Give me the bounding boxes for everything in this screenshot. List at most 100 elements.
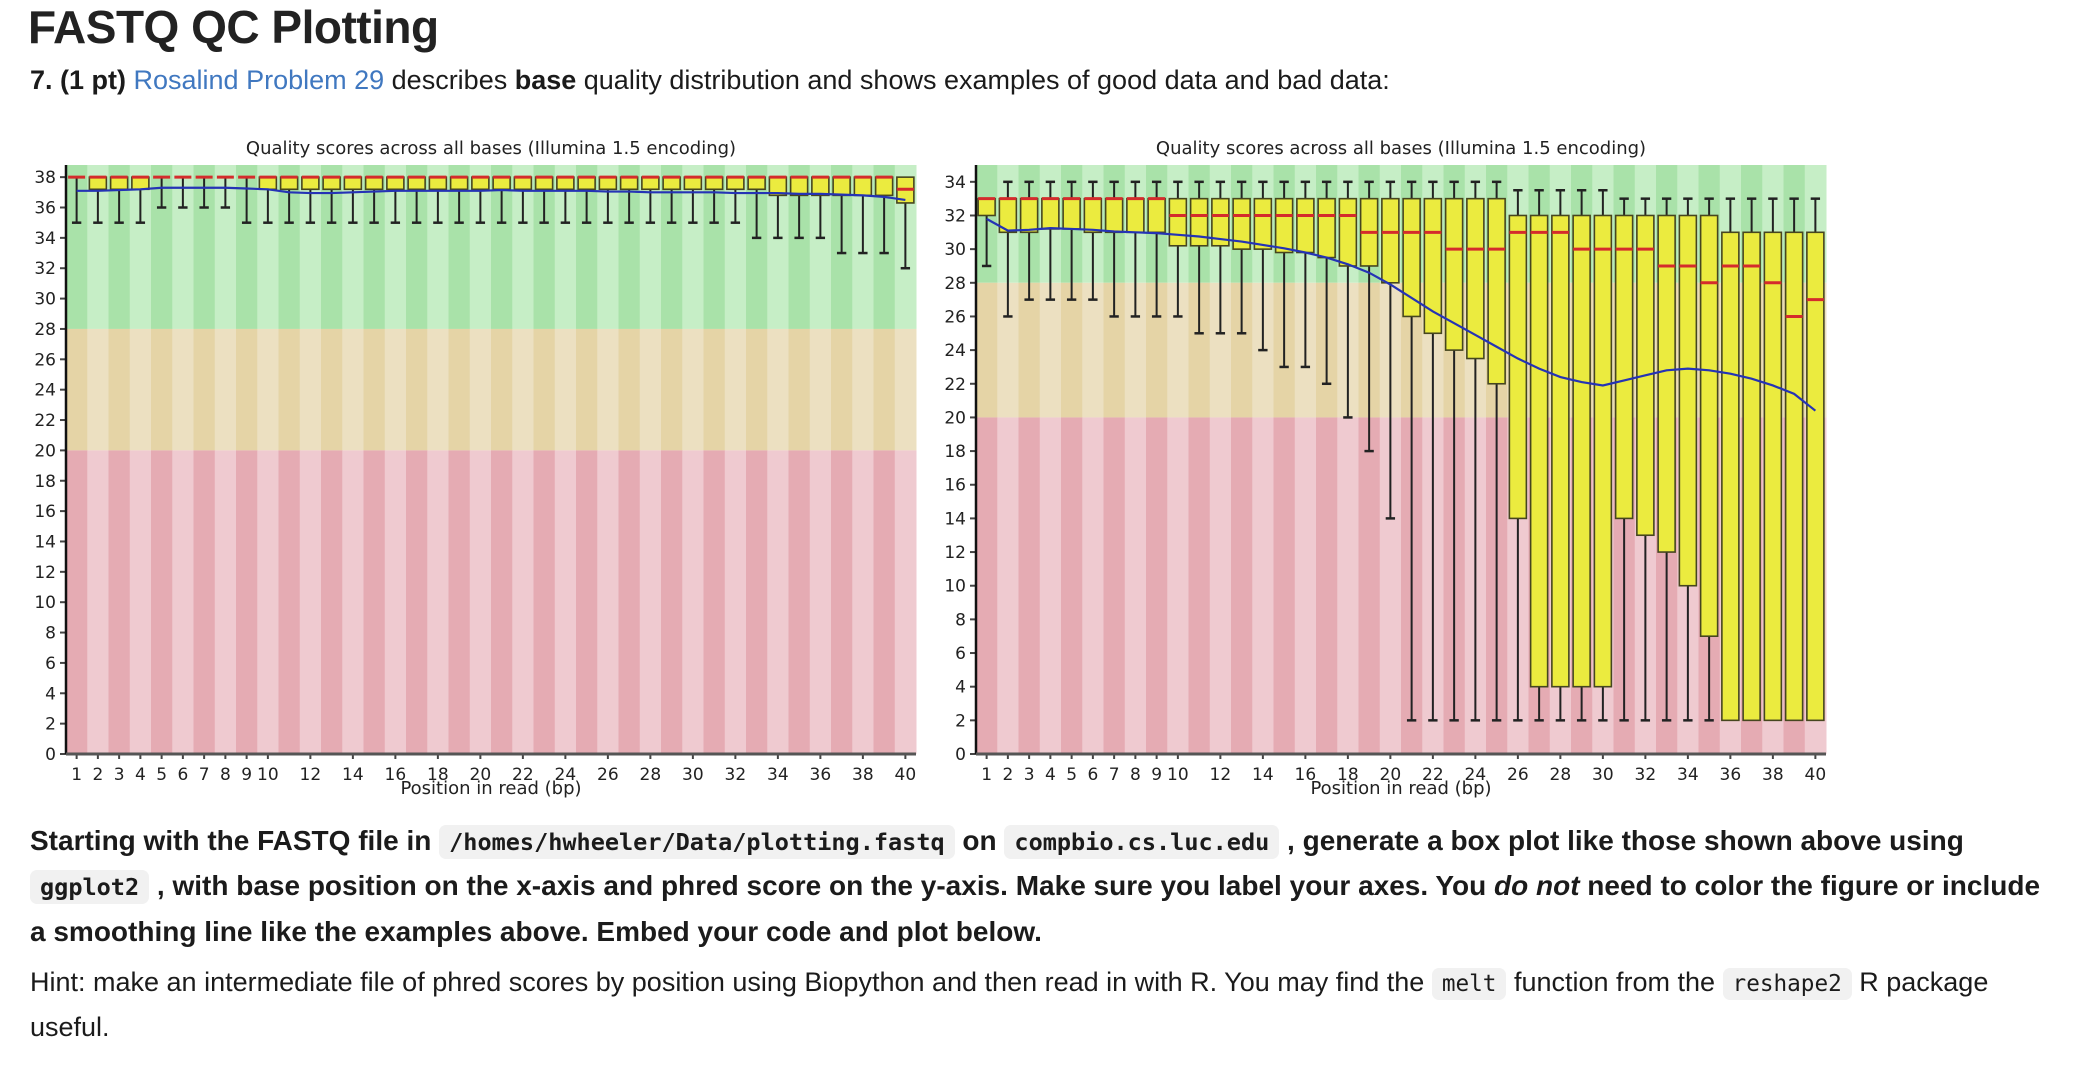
- svg-text:7: 7: [199, 765, 210, 785]
- background-zones: [66, 165, 917, 754]
- svg-text:18: 18: [1337, 765, 1359, 785]
- svg-text:8: 8: [45, 624, 56, 644]
- code-chunk: compbio.cs.luc.edu: [1004, 825, 1280, 859]
- rosalind-problem-link[interactable]: Rosalind Problem 29: [133, 65, 385, 95]
- svg-text:8: 8: [955, 610, 966, 630]
- x-axis-ticks: 1 2 3 4 5 6 7 8 9 10 12 14 16 18 20 22 24 26 28 30 32 34 36 38 4…: [981, 754, 1826, 785]
- svg-text:30: 30: [682, 765, 704, 785]
- code-chunk: melt: [1431, 968, 1507, 1000]
- svg-text:24: 24: [1465, 765, 1487, 785]
- svg-text:30: 30: [34, 290, 56, 310]
- svg-text:20: 20: [944, 408, 966, 428]
- text-run: describes: [384, 65, 515, 95]
- svg-text:4: 4: [955, 678, 966, 698]
- svg-text:16: 16: [34, 502, 56, 522]
- svg-text:12: 12: [1210, 765, 1232, 785]
- svg-text:6: 6: [955, 644, 966, 664]
- svg-text:6: 6: [177, 765, 188, 785]
- svg-text:20: 20: [34, 441, 56, 461]
- svg-text:5: 5: [156, 765, 167, 785]
- svg-text:14: 14: [944, 509, 966, 529]
- svg-text:9: 9: [241, 765, 252, 785]
- svg-text:10: 10: [1167, 765, 1189, 785]
- text-run: Starting with the FASTQ file in: [30, 825, 440, 856]
- svg-text:34: 34: [1677, 765, 1699, 785]
- box-whisker-series: [68, 175, 915, 270]
- chart-title: Quality scores across all bases (Illumin…: [1156, 138, 1646, 159]
- svg-text:2: 2: [1002, 765, 1013, 785]
- text-run: do not: [1494, 870, 1580, 902]
- good-data-chart-svg: Quality scores across all bases (Illumin…: [34, 138, 917, 799]
- box-whisker-series: [977, 180, 1825, 722]
- svg-text:1: 1: [71, 765, 82, 785]
- svg-text:14: 14: [34, 532, 56, 552]
- text-run: R package useful.: [30, 967, 1989, 1042]
- svg-text:16: 16: [1295, 765, 1317, 785]
- svg-text:36: 36: [34, 199, 56, 219]
- bad-data-chart-svg: Quality scores across all bases (Illumin…: [944, 138, 1827, 799]
- svg-text:10: 10: [34, 593, 56, 613]
- svg-text:1: 1: [981, 765, 992, 785]
- chart-title: Quality scores across all bases (Illumin…: [246, 138, 736, 159]
- svg-text:2: 2: [92, 765, 103, 785]
- svg-text:20: 20: [1380, 765, 1402, 785]
- svg-text:36: 36: [1720, 765, 1742, 785]
- text-run: 7. (1 pt): [30, 65, 134, 95]
- svg-text:26: 26: [1507, 765, 1529, 785]
- svg-text:16: 16: [385, 765, 407, 785]
- svg-text:0: 0: [45, 745, 56, 765]
- svg-text:18: 18: [427, 765, 449, 785]
- charts-row: Quality scores across all bases (Illumin…: [28, 138, 2060, 802]
- svg-text:4: 4: [1045, 765, 1056, 785]
- instruction-text: Starting with the FASTQ file in /homes/h…: [30, 818, 2060, 954]
- svg-text:22: 22: [34, 411, 56, 431]
- good-data-quality-chart: Quality scores across all bases (Illumin…: [28, 138, 920, 802]
- svg-text:20: 20: [470, 765, 492, 785]
- text-run: , with base position on the x-axis and p…: [149, 870, 1494, 902]
- code-chunk: /homes/hwheeler/Data/plotting.fastq: [439, 825, 955, 859]
- svg-text:3: 3: [114, 765, 125, 785]
- code-chunk: ggplot2: [30, 870, 150, 905]
- svg-text:32: 32: [725, 765, 747, 785]
- x-axis-label: Position in read (bp): [400, 778, 581, 799]
- svg-text:14: 14: [1252, 765, 1274, 785]
- svg-text:22: 22: [944, 375, 966, 395]
- svg-text:32: 32: [34, 259, 56, 279]
- x-axis-ticks: 1 2 3 4 5 6 7 8 9 10 12 14 16 18 20 22 24 26 28 30 32 34 36 38 4…: [71, 754, 916, 785]
- svg-text:16: 16: [944, 476, 966, 496]
- svg-text:2: 2: [45, 715, 56, 735]
- mean-quality-line: [76, 186, 906, 202]
- svg-text:18: 18: [944, 442, 966, 462]
- svg-text:30: 30: [944, 240, 966, 260]
- svg-text:14: 14: [342, 765, 364, 785]
- hint-text: Hint: make an intermediate file of phred…: [30, 960, 2040, 1050]
- svg-text:34: 34: [767, 765, 789, 785]
- svg-text:4: 4: [45, 684, 56, 704]
- svg-text:34: 34: [34, 229, 56, 249]
- svg-text:7: 7: [1109, 765, 1120, 785]
- svg-text:26: 26: [944, 307, 966, 327]
- svg-text:38: 38: [1762, 765, 1784, 785]
- svg-text:40: 40: [895, 765, 917, 785]
- background-zones: [976, 165, 1827, 754]
- x-axis-label: Position in read (bp): [1310, 778, 1491, 799]
- svg-text:4: 4: [135, 765, 146, 785]
- svg-text:30: 30: [1592, 765, 1614, 785]
- text-run: function from the: [1506, 967, 1723, 997]
- svg-text:8: 8: [220, 765, 231, 785]
- text-run: , generate a box plot like those shown a…: [1279, 825, 1964, 856]
- svg-text:34: 34: [944, 173, 966, 193]
- svg-text:8: 8: [1130, 765, 1141, 785]
- svg-text:12: 12: [944, 543, 966, 563]
- svg-text:22: 22: [1422, 765, 1444, 785]
- svg-text:18: 18: [34, 472, 56, 492]
- svg-text:28: 28: [640, 765, 662, 785]
- svg-text:22: 22: [512, 765, 534, 785]
- page-title: FASTQ QC Plotting: [28, 1, 439, 53]
- svg-text:9: 9: [1151, 765, 1162, 785]
- question-text: 7. (1 pt) Rosalind Problem 29 describes …: [30, 62, 2050, 100]
- svg-text:38: 38: [852, 765, 874, 785]
